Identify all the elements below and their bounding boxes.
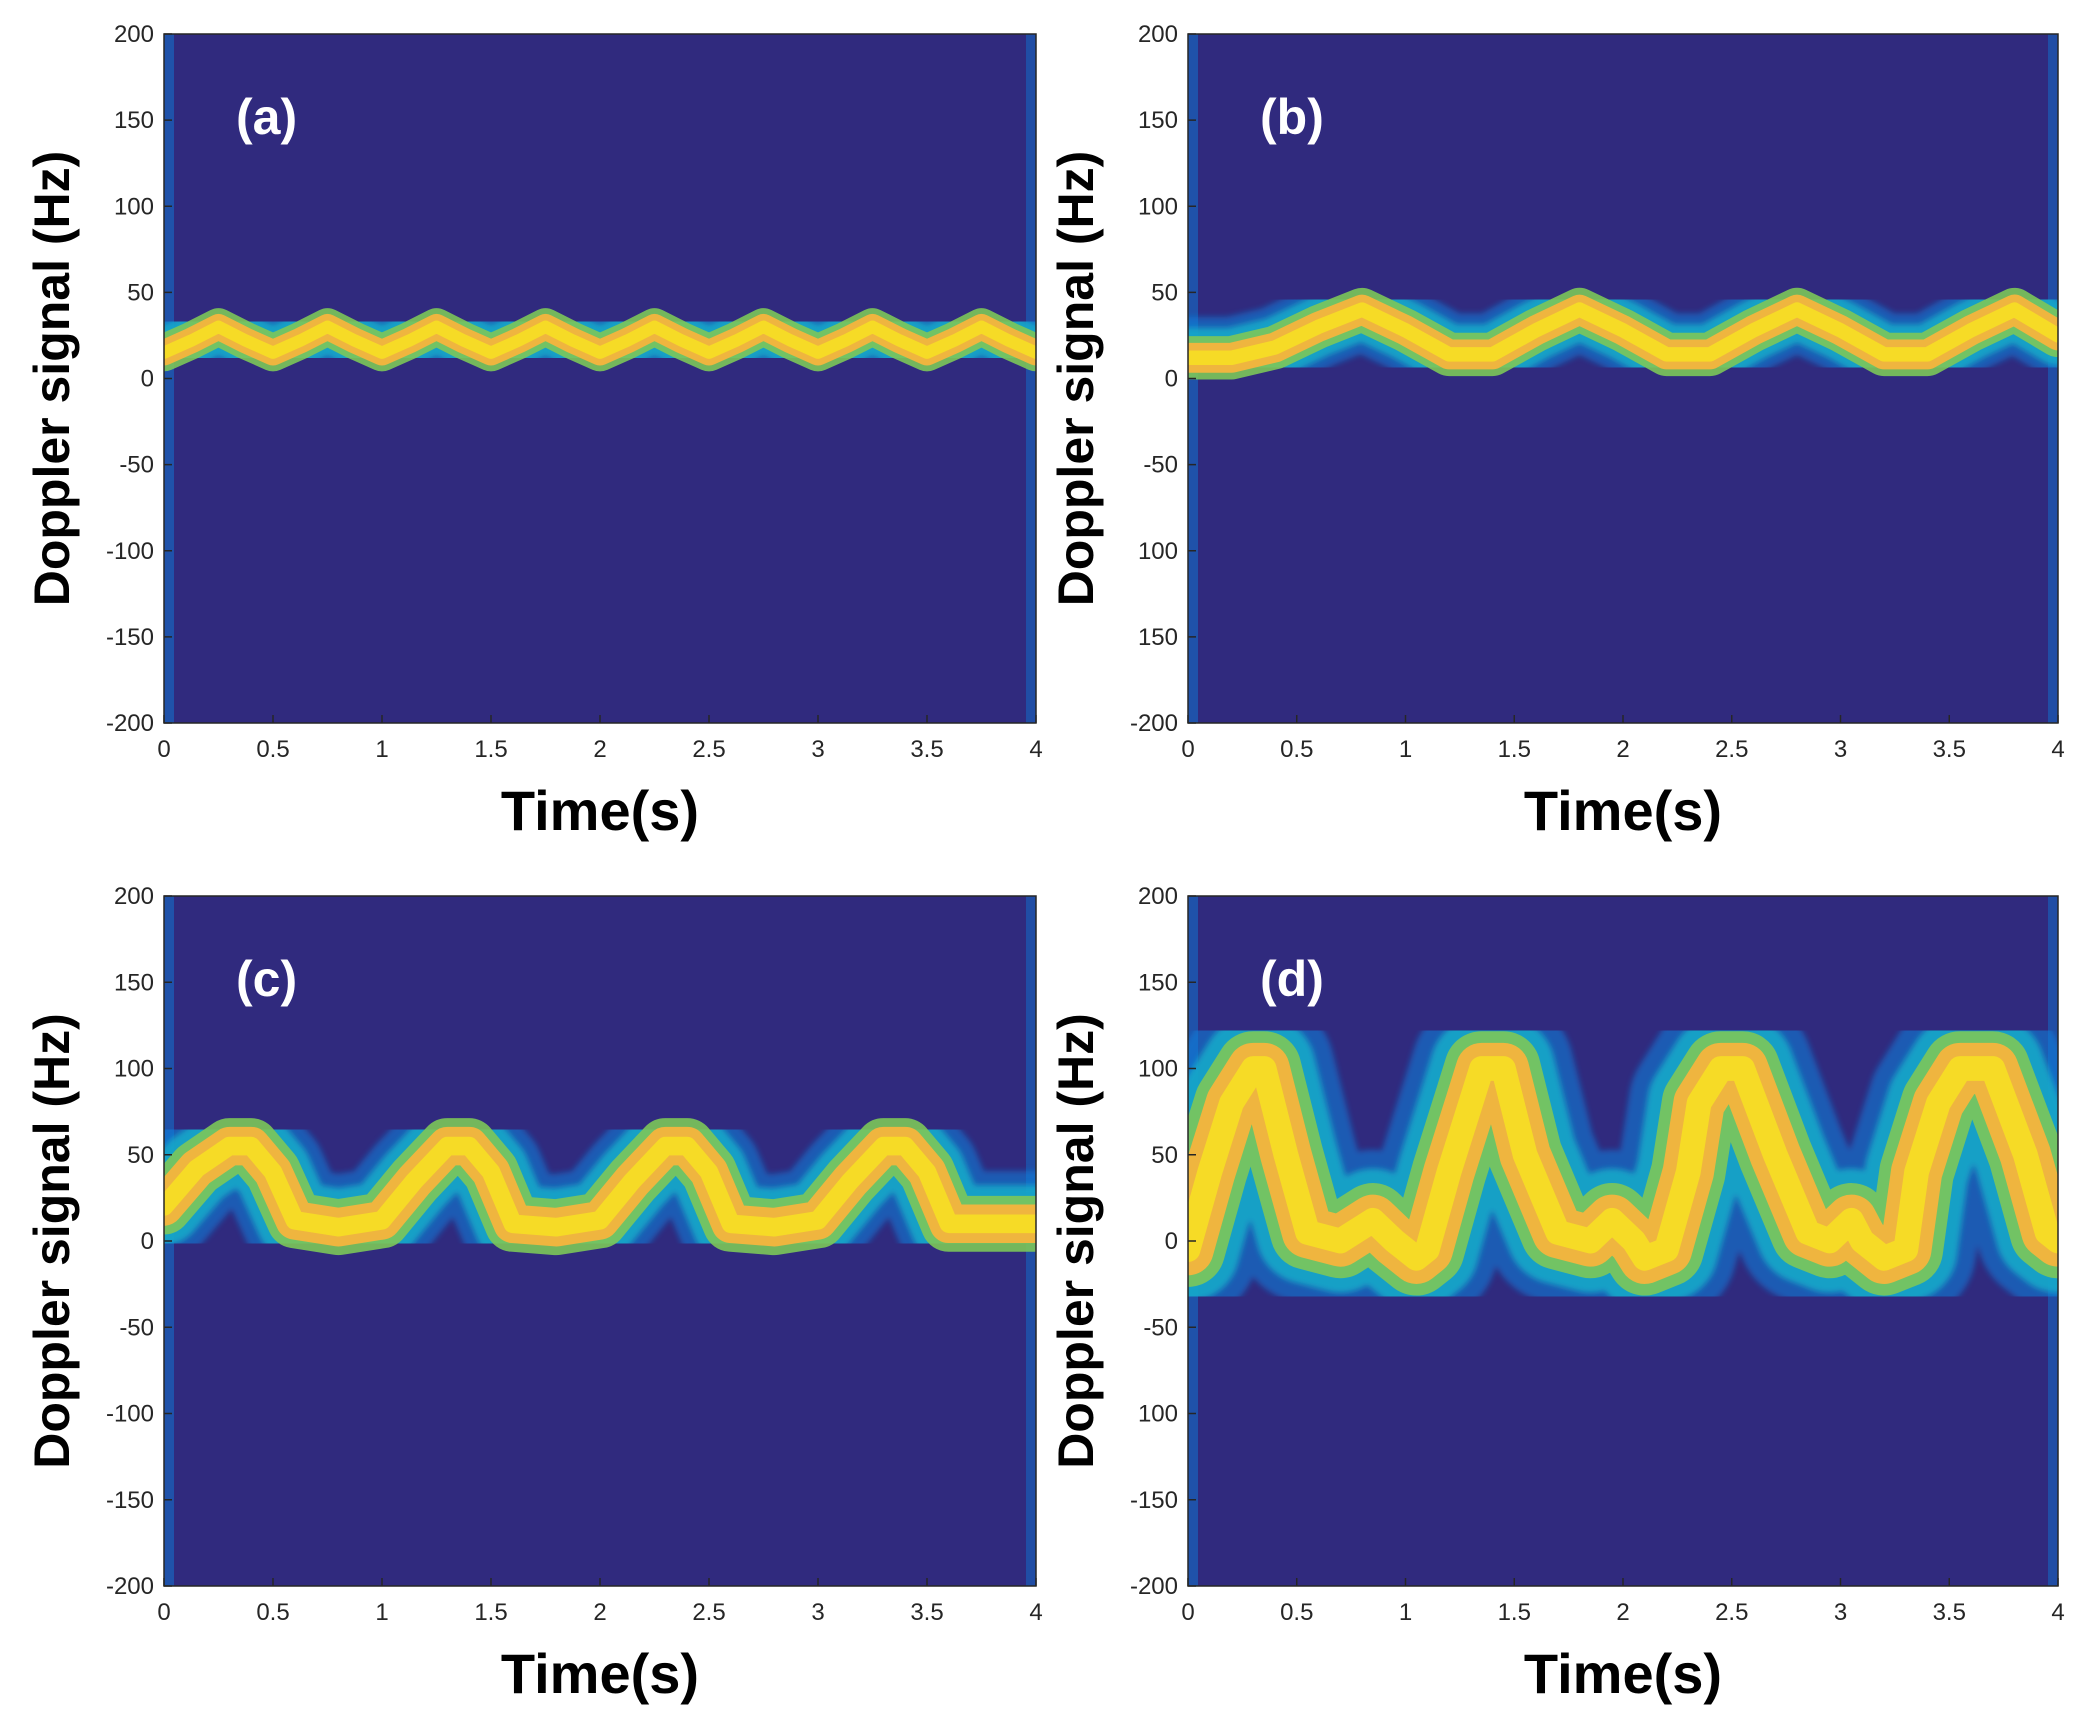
doppler-trace bbox=[164, 1093, 1036, 1280]
y-tick-label: -200 bbox=[1130, 710, 1178, 737]
x-tick-label: 3.5 bbox=[910, 1599, 943, 1626]
x-tick-label: 2 bbox=[593, 1599, 606, 1626]
x-tick-label: 0 bbox=[157, 1599, 170, 1626]
x-tick-label: 3.5 bbox=[1933, 1599, 1966, 1626]
x-tick-label: 2 bbox=[1616, 736, 1629, 763]
y-tick-label: -50 bbox=[1143, 452, 1178, 479]
panel-label: (d) bbox=[1260, 951, 1324, 1007]
y-tick-label: -200 bbox=[106, 710, 154, 737]
panel-b: 0 0.5 1 1.5 2 2.5 3 3.5 4 200 150 100 50 0 -50 100 150 -2… bbox=[1048, 21, 2064, 842]
doppler-trace bbox=[1188, 268, 2058, 399]
x-tick-label: 1 bbox=[1399, 736, 1412, 763]
doppler-trace bbox=[164, 291, 1036, 388]
x-tick-label: 4 bbox=[1029, 1599, 1042, 1626]
x-tick-label: 0 bbox=[157, 736, 170, 763]
x-axis-label: Time(s) bbox=[501, 779, 699, 842]
y-tick-label: 0 bbox=[141, 366, 154, 393]
doppler-trace bbox=[1188, 998, 2058, 1329]
x-tick-label: 1.5 bbox=[474, 736, 507, 763]
panel-a: 0 0.5 1 1.5 2 2.5 3 3.5 4 200 150 100 50 0 -50 -100 -150… bbox=[24, 21, 1042, 842]
x-tick-label: 0 bbox=[1181, 736, 1194, 763]
trace-layer-5 bbox=[164, 320, 1036, 359]
x-tick-label: 2 bbox=[593, 736, 606, 763]
trace-layer-5 bbox=[164, 1136, 1036, 1237]
x-tick-label: 2 bbox=[1616, 1599, 1629, 1626]
y-tick-label: 200 bbox=[114, 883, 154, 910]
x-tick-label: 1.5 bbox=[1498, 1599, 1531, 1626]
y-tick-label: -100 bbox=[106, 538, 154, 565]
x-tick-label: 1 bbox=[1399, 1599, 1412, 1626]
y-tick-label: 100 bbox=[1138, 538, 1178, 565]
x-tick-label: 3 bbox=[811, 1599, 824, 1626]
trace-layer-5 bbox=[1188, 302, 2058, 366]
panel-c: 0 0.5 1 1.5 2 2.5 3 3.5 4 200 150 100 50 0 -50 -100 -150… bbox=[24, 883, 1042, 1705]
panel-label: (c) bbox=[236, 951, 297, 1007]
x-tick-label: 1 bbox=[375, 1599, 388, 1626]
x-axis-label: Time(s) bbox=[1524, 1642, 1722, 1705]
y-tick-label: -50 bbox=[1143, 1314, 1178, 1341]
x-tick-label: 2.5 bbox=[692, 1599, 725, 1626]
x-axis-label: Time(s) bbox=[1524, 779, 1722, 842]
y-tick-label: -150 bbox=[1130, 1487, 1178, 1514]
y-tick-label: -200 bbox=[106, 1573, 154, 1600]
x-tick-label: 1.5 bbox=[474, 1599, 507, 1626]
y-tick-label: 200 bbox=[1138, 883, 1178, 910]
x-tick-label: 0.5 bbox=[256, 736, 289, 763]
y-tick-label: 100 bbox=[1138, 193, 1178, 220]
y-tick-label: 50 bbox=[127, 279, 154, 306]
panel-d: 0 0.5 1 1.5 2 2.5 3 3.5 4 200 150 100 50 0 -50 100 -150 -… bbox=[1048, 883, 2064, 1705]
y-tick-label: -150 bbox=[106, 624, 154, 651]
y-tick-label: 0 bbox=[1165, 366, 1178, 393]
y-axis-label: Doppler signal (Hz) bbox=[1048, 151, 1104, 607]
y-tick-label: 50 bbox=[1151, 279, 1178, 306]
x-tick-label: 4 bbox=[1029, 736, 1042, 763]
y-tick-label: 50 bbox=[1151, 1142, 1178, 1169]
y-tick-label: 0 bbox=[1165, 1228, 1178, 1255]
y-tick-label: -200 bbox=[1130, 1573, 1178, 1600]
panel-label: (b) bbox=[1260, 89, 1324, 145]
y-axis-label: Doppler signal (Hz) bbox=[1048, 1013, 1104, 1469]
right-edge-artifact bbox=[2048, 34, 2058, 723]
x-tick-label: 3.5 bbox=[910, 736, 943, 763]
y-tick-label: 100 bbox=[1138, 1056, 1178, 1083]
y-tick-label: 150 bbox=[1138, 969, 1178, 996]
x-tick-label: 3 bbox=[811, 736, 824, 763]
x-tick-label: 3.5 bbox=[1933, 736, 1966, 763]
panel-label: (a) bbox=[236, 89, 297, 145]
x-tick-label: 0.5 bbox=[256, 1599, 289, 1626]
x-tick-label: 0 bbox=[1181, 1599, 1194, 1626]
y-tick-label: 150 bbox=[1138, 107, 1178, 134]
y-tick-label: 0 bbox=[141, 1228, 154, 1255]
x-tick-label: 4 bbox=[2051, 736, 2064, 763]
x-axis-label: Time(s) bbox=[501, 1642, 699, 1705]
y-tick-label: -50 bbox=[119, 452, 154, 479]
x-tick-label: 2.5 bbox=[692, 736, 725, 763]
trace-layer-5 bbox=[1188, 1056, 2058, 1271]
y-tick-label: 50 bbox=[127, 1142, 154, 1169]
y-tick-label: 100 bbox=[1138, 1401, 1178, 1428]
y-tick-label: 150 bbox=[114, 107, 154, 134]
y-tick-label: 100 bbox=[114, 193, 154, 220]
x-tick-label: 1.5 bbox=[1498, 736, 1531, 763]
y-tick-label: 100 bbox=[114, 1056, 154, 1083]
y-tick-label: 200 bbox=[1138, 21, 1178, 48]
x-tick-label: 2.5 bbox=[1715, 1599, 1748, 1626]
y-axis-label: Doppler signal (Hz) bbox=[24, 1013, 80, 1469]
y-tick-label: 150 bbox=[1138, 624, 1178, 651]
y-tick-label: -150 bbox=[106, 1487, 154, 1514]
x-tick-label: 1 bbox=[375, 736, 388, 763]
y-axis-label: Doppler signal (Hz) bbox=[24, 151, 80, 607]
y-tick-label: 200 bbox=[114, 21, 154, 48]
x-tick-label: 3 bbox=[1834, 1599, 1847, 1626]
x-tick-label: 0.5 bbox=[1280, 736, 1313, 763]
y-tick-label: -100 bbox=[106, 1401, 154, 1428]
y-tick-label: 150 bbox=[114, 969, 154, 996]
x-tick-label: 3 bbox=[1834, 736, 1847, 763]
y-tick-label: -50 bbox=[119, 1314, 154, 1341]
x-tick-label: 4 bbox=[2051, 1599, 2064, 1626]
x-tick-label: 2.5 bbox=[1715, 736, 1748, 763]
x-tick-label: 0.5 bbox=[1280, 1599, 1313, 1626]
